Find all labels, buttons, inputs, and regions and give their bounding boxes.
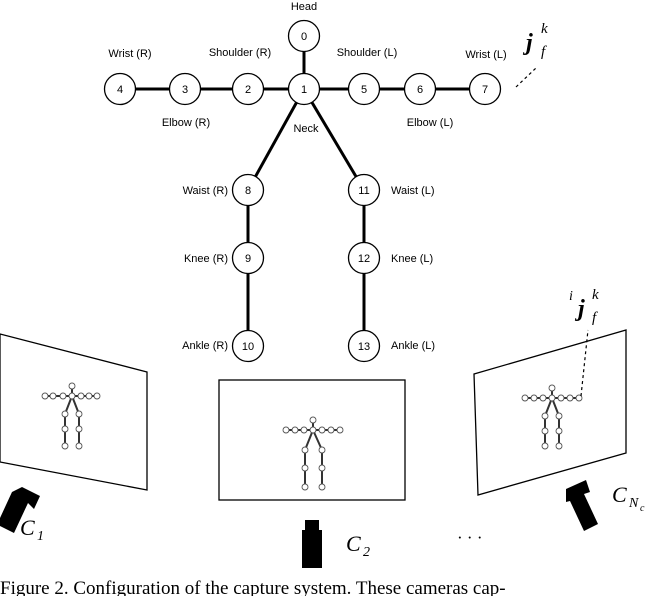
label-knee-r: Knee (R) <box>184 253 228 265</box>
label-elbow-l: Elbow (L) <box>407 117 453 129</box>
camera-nc-icon <box>566 480 598 531</box>
torso-bone-right <box>246 88 306 191</box>
joint-labels: Head Wrist (R) Shoulder (R) Shoulder (L)… <box>108 1 506 352</box>
notation-pointer <box>515 67 537 88</box>
joint-id: 5 <box>361 84 367 96</box>
joint-id: 11 <box>358 185 369 197</box>
joint-9: 9 <box>231 241 265 275</box>
joint-id: 12 <box>358 253 370 265</box>
camera-1-label: C <box>20 515 35 540</box>
image-plane-1 <box>0 333 148 491</box>
label-shoulder-l: Shoulder (L) <box>337 47 398 59</box>
joint-id: 1 <box>301 84 307 96</box>
label-wrist-r: Wrist (R) <box>108 48 151 60</box>
camera-nc-view: C N c <box>473 329 645 531</box>
camera-2-icon <box>302 520 322 568</box>
joint-notation-3d: j k f <box>515 21 548 88</box>
joint-id: 4 <box>117 84 123 96</box>
joint-id: 2 <box>245 84 251 96</box>
math-pre-i: i <box>569 289 573 304</box>
image-plane-nc <box>473 329 627 496</box>
torso-bone-left <box>302 88 366 191</box>
label-wrist-l: Wrist (L) <box>465 49 506 61</box>
camera-nc-subsub: c <box>640 503 645 514</box>
joint-6: 6 <box>403 72 437 106</box>
label-head: Head <box>291 1 317 13</box>
joint-10: 10 <box>231 329 265 363</box>
math-sub-f: f <box>541 44 547 60</box>
camera-2-label: C <box>346 531 361 556</box>
label-shoulder-r: Shoulder (R) <box>209 47 271 59</box>
projected-skeleton-nc <box>521 384 583 450</box>
joint-5: 5 <box>347 72 381 106</box>
math-sup-k: k <box>541 21 548 37</box>
math-j: j <box>522 30 533 56</box>
joint-7: 7 <box>468 72 502 106</box>
joint-2: 2 <box>231 72 265 106</box>
joint-0: 0 <box>287 19 321 53</box>
joint-id: 3 <box>182 84 188 96</box>
math-j-2d: j <box>574 296 585 322</box>
math-sub-f-2d: f <box>592 310 598 326</box>
camera-2-sub: 2 <box>363 545 370 560</box>
joint-id: 13 <box>358 341 370 353</box>
camera-nc-label: C <box>612 482 627 507</box>
camera-nc-sub: N <box>628 496 639 511</box>
joint-12: 12 <box>347 241 381 275</box>
image-plane-2 <box>218 379 406 501</box>
skeleton-joints: 0 1 2 3 4 5 6 7 <box>103 19 502 363</box>
joint-4: 4 <box>103 72 137 106</box>
joint-3: 3 <box>168 72 202 106</box>
joint-id: 9 <box>245 253 251 265</box>
joint-8: 8 <box>231 173 265 207</box>
math-sup-k-2d: k <box>592 287 599 303</box>
joint-id: 6 <box>417 84 423 96</box>
joint-id: 8 <box>245 185 251 197</box>
figure-caption: Figure 2. Configuration of the capture s… <box>0 578 506 596</box>
projected-skeleton-2 <box>282 416 344 491</box>
label-ankle-r: Ankle (R) <box>182 340 228 352</box>
joint-id: 0 <box>301 31 307 43</box>
camera-1-icon <box>0 487 40 533</box>
projection-pointer <box>580 329 589 397</box>
camera-1-view: C 1 <box>0 333 148 544</box>
camera-2-view: C 2 <box>218 379 406 568</box>
label-elbow-r: Elbow (R) <box>162 117 210 129</box>
projected-skeleton-1 <box>41 382 101 450</box>
joint-13: 13 <box>347 329 381 363</box>
joint-id: 7 <box>482 84 488 96</box>
joint-id: 10 <box>242 341 254 353</box>
label-knee-l: Knee (L) <box>391 253 433 265</box>
ellipsis: · · · <box>457 528 482 547</box>
joint-11: 11 <box>347 173 381 207</box>
label-neck: Neck <box>293 123 319 135</box>
label-waist-l: Waist (L) <box>391 185 435 197</box>
label-waist-r: Waist (R) <box>183 185 228 197</box>
label-ankle-l: Ankle (L) <box>391 340 435 352</box>
camera-1-sub: 1 <box>37 529 44 544</box>
joint-1: 1 <box>287 72 321 106</box>
joint-notation-2d: i j k f <box>569 287 599 326</box>
